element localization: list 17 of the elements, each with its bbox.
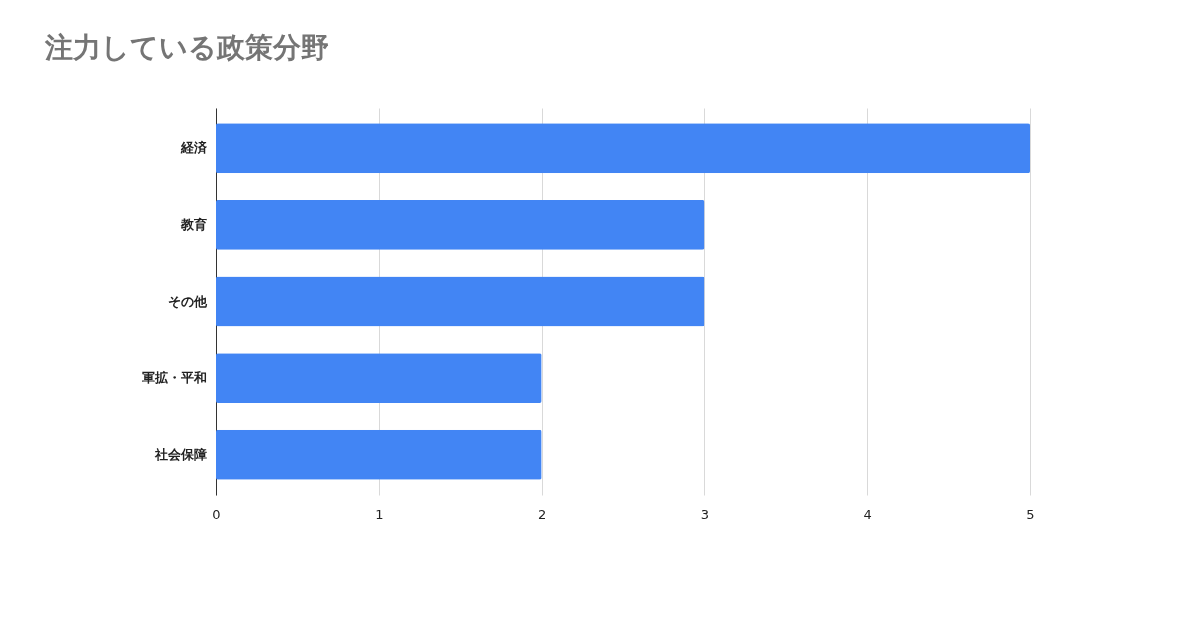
y-tick-label: 教育 xyxy=(179,216,207,232)
y-tick-label: 経済 xyxy=(179,140,208,156)
y-tick-label: その他 xyxy=(167,293,208,309)
bar xyxy=(216,123,1030,174)
bar xyxy=(216,199,705,250)
x-tick-label: 2 xyxy=(537,506,547,522)
x-tick-label: 1 xyxy=(375,506,384,522)
x-tick-label: 4 xyxy=(863,506,872,522)
y-tick-label: 社会保障 xyxy=(153,446,207,462)
chart-title: 注力している政策分野 xyxy=(44,31,329,64)
x-tick-label: 3 xyxy=(700,506,710,522)
x-tick-label: 0 xyxy=(212,506,221,522)
bar xyxy=(216,276,705,327)
y-tick-label: 軍拡・平和 xyxy=(141,370,207,386)
x-tick-label: 5 xyxy=(1026,506,1035,522)
bar xyxy=(216,353,542,404)
bar xyxy=(216,429,542,480)
